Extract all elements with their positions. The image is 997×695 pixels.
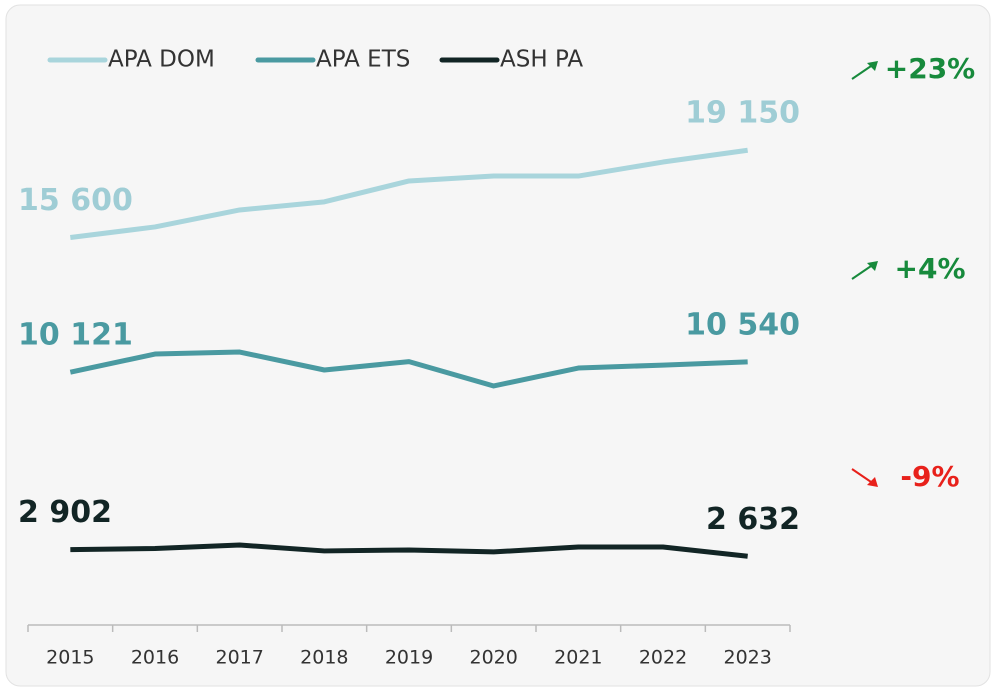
change-arrow bbox=[851, 63, 875, 80]
legend-label: APA DOM bbox=[108, 47, 215, 73]
change-label: +4% bbox=[895, 252, 966, 285]
value-label: 19 150 bbox=[685, 96, 800, 131]
series-line bbox=[70, 542, 748, 559]
x-tick-label: 2022 bbox=[639, 647, 687, 669]
x-tick-label: 2020 bbox=[469, 647, 517, 669]
x-tick-label: 2015 bbox=[46, 647, 94, 669]
x-tick-label: 2021 bbox=[554, 647, 602, 669]
series-line bbox=[70, 147, 749, 240]
value-label: 2 902 bbox=[18, 495, 112, 530]
change-arrowhead bbox=[867, 61, 878, 71]
series-line bbox=[69, 349, 748, 389]
value-label: 2 632 bbox=[706, 502, 800, 537]
value-label: 10 121 bbox=[18, 318, 133, 353]
change-arrow bbox=[851, 468, 875, 485]
value-label: 15 600 bbox=[18, 183, 133, 218]
change-label: +23% bbox=[885, 52, 975, 85]
x-tick-label: 2019 bbox=[385, 647, 433, 669]
legend-label: APA ETS bbox=[316, 47, 410, 73]
change-arrowhead bbox=[867, 477, 878, 487]
value-label: 10 540 bbox=[685, 307, 800, 342]
panel bbox=[5, 4, 991, 687]
x-tick-label: 2016 bbox=[131, 647, 179, 669]
change-label: -9% bbox=[900, 460, 959, 493]
x-tick-label: 2018 bbox=[300, 647, 348, 669]
x-tick-label: 2023 bbox=[723, 647, 771, 669]
legend-label: ASH PA bbox=[500, 47, 583, 73]
change-arrow bbox=[851, 263, 875, 280]
change-arrowhead bbox=[867, 261, 878, 271]
x-tick-label: 2017 bbox=[215, 647, 263, 669]
